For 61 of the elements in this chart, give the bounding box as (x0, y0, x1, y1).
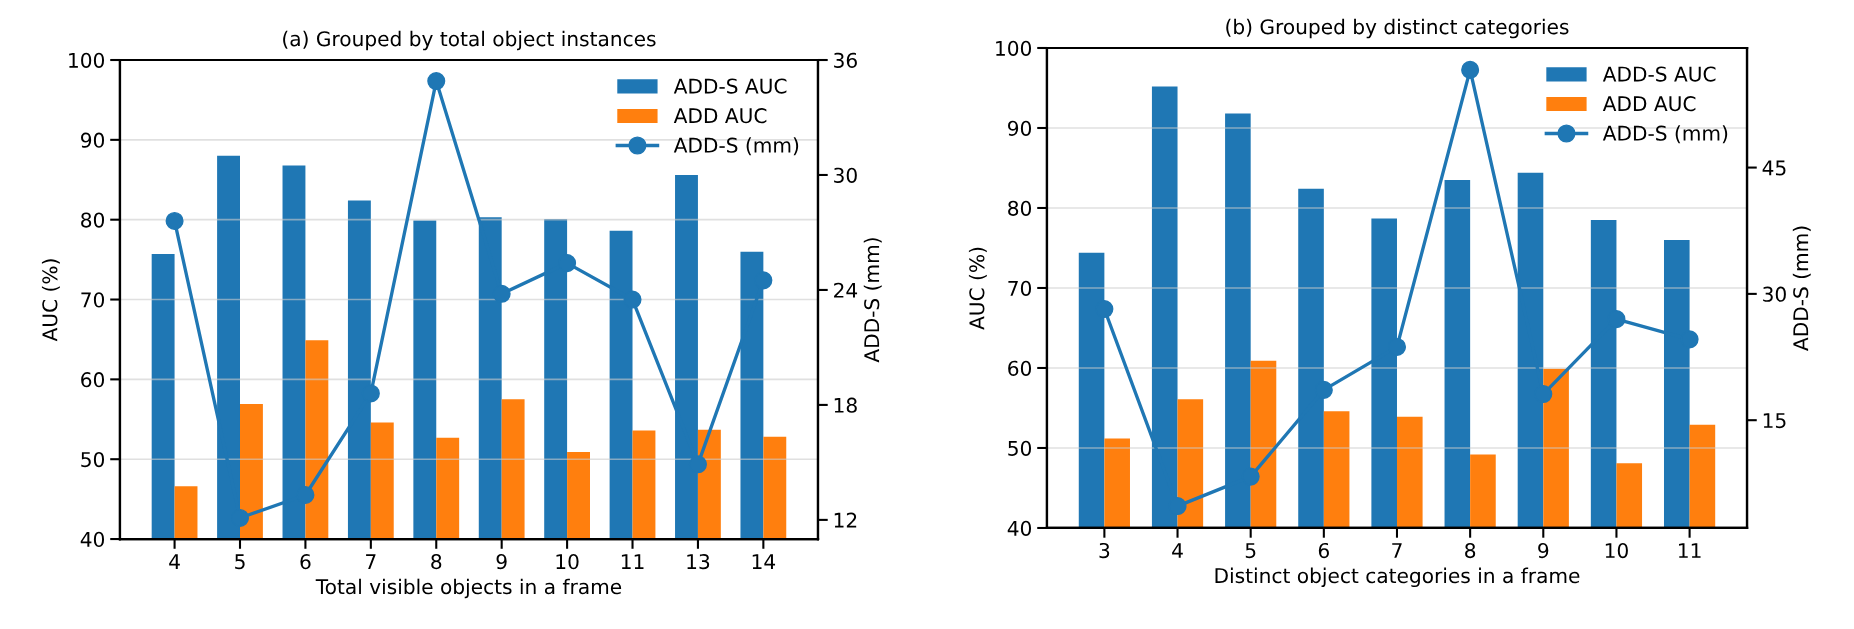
y-tick-label: 100 (69, 52, 105, 68)
x-tick-label: 10 (556, 553, 579, 570)
chart-title: (a) Grouped by total object instances (283, 30, 656, 51)
x-tick-label: 5 (235, 554, 245, 570)
legend-label: ADD-S (mm) (1602, 125, 1728, 144)
y-axis-title: AUC (%) (41, 259, 60, 342)
y2-tick-label: 18 (834, 397, 857, 413)
x-tick-label: 11 (1679, 543, 1701, 558)
y2-tick-label: 30 (834, 167, 857, 183)
y-tick-label: 50 (1008, 440, 1032, 456)
x-tick-label: 3 (1099, 542, 1110, 559)
y-tick-label: 60 (81, 372, 105, 388)
y-tick-label: 40 (80, 531, 105, 547)
y-tick-label: 80 (81, 212, 105, 228)
x-tick-label: 6 (300, 553, 311, 570)
x-tick-label: 5 (1245, 543, 1256, 559)
legend-label: ADD-S (mm) (673, 137, 799, 156)
x-tick-label: 11 (621, 554, 644, 569)
y-tick-label: 70 (81, 292, 105, 308)
x-tick-label: 9 (1538, 542, 1549, 559)
x-axis-title: Total visible objects in a frame (315, 578, 622, 599)
y-tick-label: 40 (1007, 520, 1032, 536)
point (623, 290, 642, 309)
y-tick-label: 80 (1008, 200, 1032, 216)
y-tick-label: 70 (1008, 280, 1032, 296)
x-tick-label: 6 (1318, 542, 1329, 559)
x-tick-label: 9 (496, 553, 507, 570)
legend-label: ADD-S AUC (1602, 66, 1716, 82)
y2-tick-label: 30 (1763, 286, 1786, 302)
point (492, 284, 511, 303)
y-tick-label: 60 (1008, 360, 1032, 376)
x-tick-label: 10 (1605, 542, 1628, 559)
y2-tick-label: 24 (834, 282, 858, 298)
y-axis-title: AUC (%) (968, 247, 987, 330)
y2-tick-label: 36 (834, 52, 857, 68)
y2-axis-title: ADD-S (mm) (1792, 226, 1811, 351)
y2-axis-title: ADD-S (mm) (863, 238, 882, 363)
point (165, 211, 184, 230)
x-tick-label: 13 (687, 553, 710, 570)
y-tick-label: 90 (81, 132, 105, 148)
y-tick-label: 90 (1008, 120, 1032, 136)
point (1461, 60, 1480, 79)
legend-label: ADD AUC (673, 108, 767, 124)
x-tick-label: 7 (366, 554, 376, 569)
point (688, 455, 707, 474)
y-tick-label: 100 (996, 40, 1032, 56)
y-tick-label: 50 (81, 451, 105, 468)
x-axis-title: Distinct object categories in a frame (1215, 567, 1580, 588)
x-tick-label: 14 (752, 554, 776, 569)
y2-tick-label: 15 (1763, 413, 1786, 429)
x-tick-label: 8 (431, 553, 442, 570)
point (427, 72, 446, 91)
y2-tick-label: 45 (1762, 160, 1786, 176)
x-tick-label: 8 (1465, 542, 1476, 559)
y2-tick-label: 12 (834, 512, 857, 528)
legend-label: ADD-S AUC (673, 78, 787, 94)
x-tick-label: 4 (1172, 543, 1183, 558)
legend-label: ADD AUC (1602, 96, 1696, 112)
x-tick-label: 7 (1392, 543, 1402, 558)
chart-title: (b) Grouped by distinct categories (1226, 18, 1569, 39)
x-tick-label: 4 (169, 554, 180, 569)
